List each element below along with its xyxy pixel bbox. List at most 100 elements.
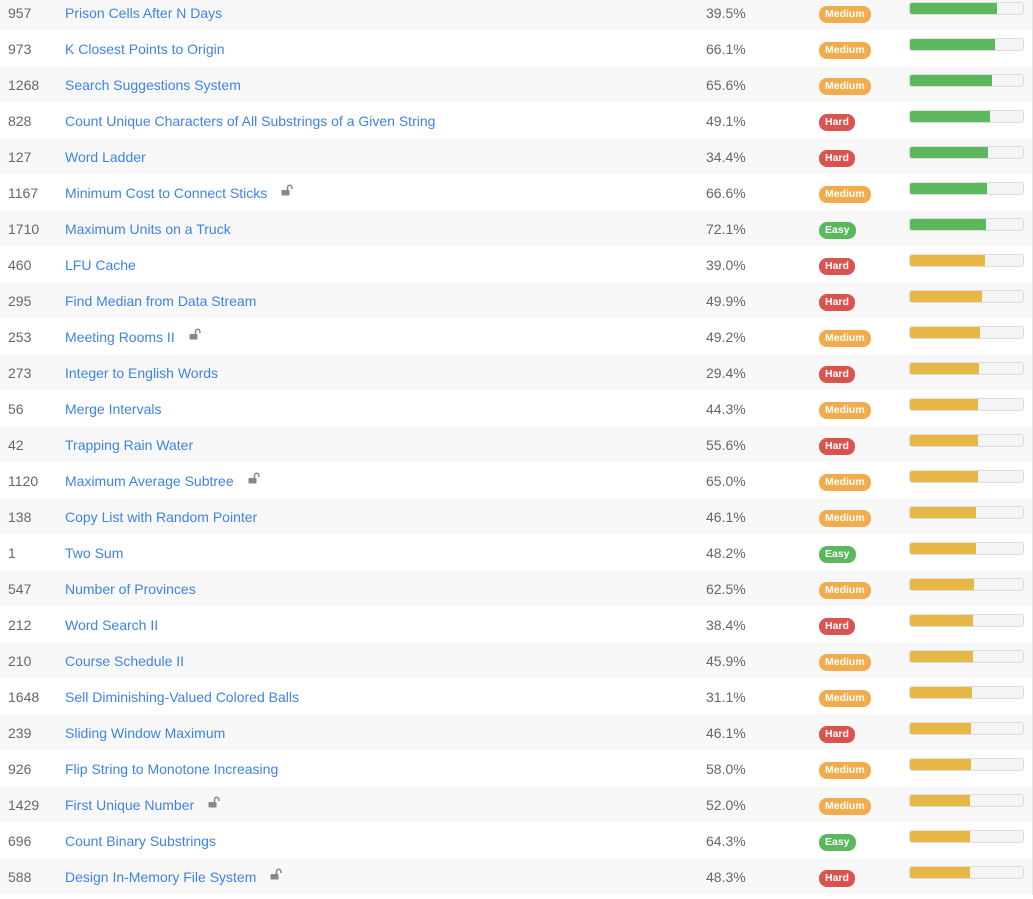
problem-title-link[interactable]: K Closest Points to Origin [65, 41, 225, 57]
problem-title-cell: Maximum Average Subtree [65, 472, 260, 489]
frequency-bar [909, 650, 1024, 663]
acceptance-rate: 64.3% [706, 833, 746, 849]
problem-id: 460 [8, 257, 32, 273]
difficulty-cell: Hard [819, 292, 855, 311]
difficulty-badge: Hard [819, 293, 855, 311]
problem-id: 1167 [8, 185, 39, 201]
frequency-bar [909, 398, 1024, 411]
problem-title-link[interactable]: LFU Cache [65, 257, 136, 273]
table-row: 295 Find Median from Data Stream 49.9% H… [0, 283, 1033, 319]
frequency-bar [909, 506, 1024, 519]
frequency-fill [910, 579, 974, 590]
problem-title-link[interactable]: Count Binary Substrings [65, 833, 216, 849]
problem-title-cell: Integer to English Words [65, 365, 218, 381]
table-row: 1167 Minimum Cost to Connect Sticks 66.6… [0, 175, 1033, 211]
frequency-bar [909, 434, 1024, 447]
problem-id: 1120 [8, 473, 39, 489]
difficulty-badge: Medium [819, 473, 871, 491]
frequency-fill [910, 75, 992, 86]
frequency-fill [910, 39, 995, 50]
acceptance-rate: 46.1% [706, 509, 746, 525]
frequency-bar [909, 74, 1024, 87]
frequency-bar [909, 362, 1024, 375]
problem-title-link[interactable]: Design In-Memory File System [65, 869, 257, 885]
difficulty-badge: Hard [819, 113, 855, 131]
problem-title-cell: Word Ladder [65, 149, 146, 165]
difficulty-badge: Medium [819, 5, 871, 23]
problem-title-link[interactable]: Count Unique Characters of All Substring… [65, 113, 436, 129]
problem-title-link[interactable]: Find Median from Data Stream [65, 293, 257, 309]
problem-title-link[interactable]: First Unique Number [65, 797, 195, 813]
frequency-bar [909, 146, 1024, 159]
table-row: 588 Design In-Memory File System 48.3% H… [0, 859, 1033, 895]
acceptance-rate: 39.5% [706, 5, 746, 21]
frequency-fill [910, 363, 979, 374]
table-row: 828 Count Unique Characters of All Subst… [0, 103, 1033, 139]
difficulty-badge: Medium [819, 401, 871, 419]
problem-title-link[interactable]: Prison Cells After N Days [65, 5, 223, 21]
problem-title-cell: Prison Cells After N Days [65, 5, 222, 21]
frequency-fill [910, 615, 973, 626]
frequency-fill [910, 147, 988, 158]
problem-title-link[interactable]: Word Ladder [65, 149, 146, 165]
problem-title-link[interactable]: Merge Intervals [65, 401, 162, 417]
frequency-bar [909, 290, 1024, 303]
problem-title-link[interactable]: Sliding Window Maximum [65, 725, 226, 741]
table-row: 56 Merge Intervals 44.3% Medium [0, 391, 1033, 427]
frequency-bar [909, 794, 1024, 807]
difficulty-cell: Hard [819, 724, 855, 743]
frequency-bar [909, 722, 1024, 735]
frequency-fill [910, 759, 971, 770]
frequency-fill [910, 255, 985, 266]
difficulty-cell: Medium [819, 652, 871, 671]
problem-id: 828 [8, 113, 32, 129]
problem-title-link[interactable]: Word Search II [65, 617, 159, 633]
problem-title-link[interactable]: Maximum Units on a Truck [65, 221, 231, 237]
problem-title-cell: Course Schedule II [65, 653, 184, 669]
problem-title-cell: Maximum Units on a Truck [65, 221, 231, 237]
problem-title-link[interactable]: Maximum Average Subtree [65, 473, 234, 489]
problem-title-cell: Search Suggestions System [65, 77, 241, 93]
difficulty-cell: Hard [819, 364, 855, 383]
problem-title-link[interactable]: Meeting Rooms II [65, 329, 175, 345]
difficulty-cell: Medium [819, 400, 871, 419]
problem-id: 1429 [8, 797, 40, 813]
difficulty-cell: Medium [819, 688, 871, 707]
table-row: 42 Trapping Rain Water 55.6% Hard [0, 427, 1033, 463]
problem-title-link[interactable]: Trapping Rain Water [65, 437, 194, 453]
problem-id: 253 [8, 329, 32, 345]
acceptance-rate: 52.0% [706, 797, 746, 813]
problem-title-link[interactable]: Course Schedule II [65, 653, 185, 669]
problem-id: 212 [8, 617, 32, 633]
table-row: 926 Flip String to Monotone Increasing 5… [0, 751, 1033, 787]
table-row: 973 K Closest Points to Origin 66.1% Med… [0, 31, 1033, 67]
frequency-fill [910, 651, 973, 662]
problem-title-link[interactable]: Flip String to Monotone Increasing [65, 761, 279, 777]
table-row: 210 Course Schedule II 45.9% Medium [0, 643, 1033, 679]
frequency-bar [909, 254, 1024, 267]
problem-title-link[interactable]: Two Sum [65, 545, 124, 561]
acceptance-rate: 39.0% [706, 257, 746, 273]
table-row: 1710 Maximum Units on a Truck 72.1% Easy [0, 211, 1033, 247]
acceptance-rate: 46.1% [706, 725, 746, 741]
problem-title-link[interactable]: Number of Provinces [65, 581, 196, 597]
problem-title-cell: Two Sum [65, 545, 123, 561]
table-row: 1 Two Sum 48.2% Easy [0, 535, 1033, 571]
difficulty-cell: Medium [819, 796, 871, 815]
table-row: 127 Word Ladder 34.4% Hard [0, 139, 1033, 175]
problem-id: 973 [8, 41, 32, 57]
problem-title-cell: Sell Diminishing-Valued Colored Balls [65, 689, 299, 705]
unlock-icon [281, 184, 293, 196]
problem-title-link[interactable]: Search Suggestions System [65, 77, 241, 93]
table-row: 460 LFU Cache 39.0% Hard [0, 247, 1033, 283]
table-row: 212 Word Search II 38.4% Hard [0, 607, 1033, 643]
difficulty-cell: Medium [819, 472, 871, 491]
problem-title-link[interactable]: Integer to English Words [65, 365, 219, 381]
frequency-bar [909, 2, 1024, 15]
problem-title-link[interactable]: Minimum Cost to Connect Sticks [65, 185, 268, 201]
problem-title-link[interactable]: Sell Diminishing-Valued Colored Balls [65, 689, 299, 705]
problem-id: 547 [8, 581, 32, 597]
problem-id: 1648 [8, 689, 40, 705]
difficulty-cell: Medium [819, 328, 871, 347]
problem-title-link[interactable]: Copy List with Random Pointer [65, 509, 258, 525]
